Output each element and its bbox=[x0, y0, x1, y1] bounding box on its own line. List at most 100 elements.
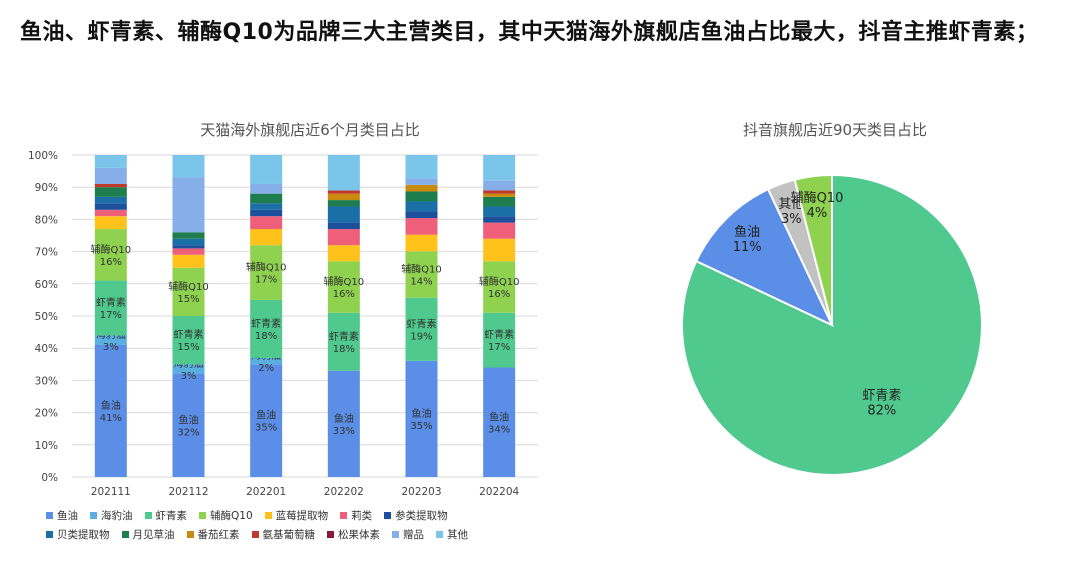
bar-data-label: 虾青素 17% bbox=[96, 296, 126, 321]
bar-segment bbox=[172, 238, 205, 246]
bar-segment bbox=[483, 312, 516, 368]
bar-segment bbox=[250, 216, 283, 230]
bar-segment bbox=[94, 203, 127, 210]
bar-segment bbox=[483, 155, 516, 181]
bar-segment bbox=[250, 203, 283, 210]
legend-item: 参类提取物 bbox=[384, 508, 448, 523]
y-tick-label: 60% bbox=[35, 279, 58, 291]
bar-segment bbox=[405, 184, 438, 192]
bar-segment bbox=[483, 238, 516, 262]
bar-segment bbox=[405, 211, 438, 219]
bar-segment bbox=[250, 245, 283, 300]
legend-swatch bbox=[46, 531, 53, 538]
bar-segment bbox=[483, 216, 516, 223]
y-tick-label: 90% bbox=[35, 182, 58, 194]
bar-segment bbox=[250, 193, 283, 204]
bar-segment bbox=[483, 180, 516, 191]
legend-item: 莉类 bbox=[340, 508, 372, 523]
bar-data-label: 鱼油 32% bbox=[177, 413, 199, 438]
legend-swatch bbox=[264, 512, 272, 519]
legend-label: 月见草油 bbox=[132, 529, 175, 541]
bar-segment bbox=[405, 178, 438, 185]
bar-segment bbox=[94, 209, 127, 217]
bar-segment bbox=[94, 183, 127, 188]
bar-data-label: 鱼油 35% bbox=[255, 409, 277, 434]
legend-label: 番茄红素 bbox=[197, 529, 240, 541]
bar-segment bbox=[250, 209, 283, 217]
bar-segment bbox=[172, 177, 205, 233]
bar-data-label: 虾青素 17% bbox=[484, 328, 514, 353]
legend-label: 海豹油 bbox=[101, 510, 133, 522]
legend-label: 其他 bbox=[447, 529, 468, 541]
bar-segment bbox=[327, 193, 360, 201]
bar-segment bbox=[405, 191, 438, 202]
bar-segment bbox=[483, 206, 516, 217]
bar-segment bbox=[250, 364, 283, 477]
legend-item: 氨基葡萄糖 bbox=[251, 527, 315, 542]
bar-segment bbox=[483, 190, 516, 194]
bar-segment bbox=[94, 216, 127, 230]
stacked-bar-chart-title: 天猫海外旗舰店近6个月类目占比 bbox=[200, 121, 420, 139]
bar-segment bbox=[405, 297, 438, 361]
legend-swatch bbox=[199, 512, 206, 519]
pie-data-label: 辅酶Q10 4% bbox=[791, 190, 844, 221]
bar-segment bbox=[483, 261, 516, 313]
legend-swatch bbox=[327, 531, 334, 538]
bar-data-label: 辅酶Q10 17% bbox=[246, 261, 287, 286]
bar-segment bbox=[172, 232, 205, 239]
bar-segment bbox=[405, 218, 438, 235]
pie-slice bbox=[793, 173, 833, 326]
legend-swatch bbox=[392, 531, 399, 538]
pie-data-label: 其他 3% bbox=[778, 197, 804, 227]
bar-data-label: 虾青素 18% bbox=[329, 330, 359, 355]
bar-segment bbox=[172, 155, 205, 178]
bar-segment bbox=[327, 155, 360, 191]
legend-row: 鱼油 海豹油 虾青素 辅酶Q10 蓝莓提取物 莉类 参类提取物 bbox=[46, 508, 566, 523]
y-tick-label: 30% bbox=[35, 375, 58, 387]
x-tick-label: 202202 bbox=[324, 486, 364, 498]
bar-segment bbox=[327, 312, 360, 371]
bar-segment bbox=[172, 254, 205, 268]
y-tick-label: 40% bbox=[35, 343, 58, 355]
bar-data-label: 辅酶Q10 16% bbox=[91, 243, 132, 268]
legend-item: 蓝莓提取物 bbox=[264, 508, 329, 523]
legend-label: 赠品 bbox=[403, 529, 424, 541]
legend-swatch bbox=[436, 531, 443, 538]
bar-data-label: 鱼油 41% bbox=[100, 399, 122, 424]
bar-segment bbox=[327, 200, 360, 207]
bar-segment bbox=[94, 155, 127, 168]
bar-segment bbox=[250, 229, 283, 246]
bar-segment bbox=[405, 360, 438, 477]
x-tick-label: 202201 bbox=[246, 486, 286, 498]
legend-swatch bbox=[340, 512, 348, 519]
bar-segment bbox=[405, 201, 438, 212]
bar-data-label: 辅酶Q10 16% bbox=[479, 275, 520, 300]
legend-label: 莉类 bbox=[351, 510, 373, 522]
bar-data-label: 辅酶Q10 14% bbox=[401, 263, 442, 288]
bar-segment bbox=[172, 245, 205, 249]
legend-item: 赠品 bbox=[392, 527, 424, 542]
legend-item: 其他 bbox=[436, 527, 468, 542]
bar-segment bbox=[250, 155, 283, 184]
headline: 鱼油、虾青素、辅酶Q10为品牌三大主营类目，其中天猫海外旗舰店鱼油占比最大，抖音… bbox=[20, 20, 1039, 45]
bar-segment bbox=[483, 196, 516, 207]
legend-item: 虾青素 bbox=[144, 508, 187, 523]
legend-swatch bbox=[251, 531, 259, 538]
bar-segment bbox=[172, 267, 205, 316]
bar-segment bbox=[250, 183, 283, 194]
bar-segment bbox=[327, 245, 360, 262]
bar-data-label: 辅酶Q10 16% bbox=[324, 275, 365, 300]
legend-label: 蓝莓提取物 bbox=[275, 510, 329, 522]
bar-segment bbox=[172, 373, 205, 477]
legend-item: 番茄红素 bbox=[186, 527, 240, 542]
bar-segment bbox=[94, 187, 127, 197]
legend-item: 海豹油 bbox=[90, 508, 133, 523]
legend-item: 辅酶Q10 bbox=[199, 508, 253, 523]
bar-segment bbox=[94, 344, 127, 477]
x-tick-label: 202111 bbox=[91, 486, 131, 498]
legend-item: 松果体素 bbox=[327, 527, 380, 542]
bar-segment bbox=[483, 222, 516, 239]
bar-segment bbox=[172, 316, 205, 365]
bar-segment bbox=[250, 299, 283, 358]
